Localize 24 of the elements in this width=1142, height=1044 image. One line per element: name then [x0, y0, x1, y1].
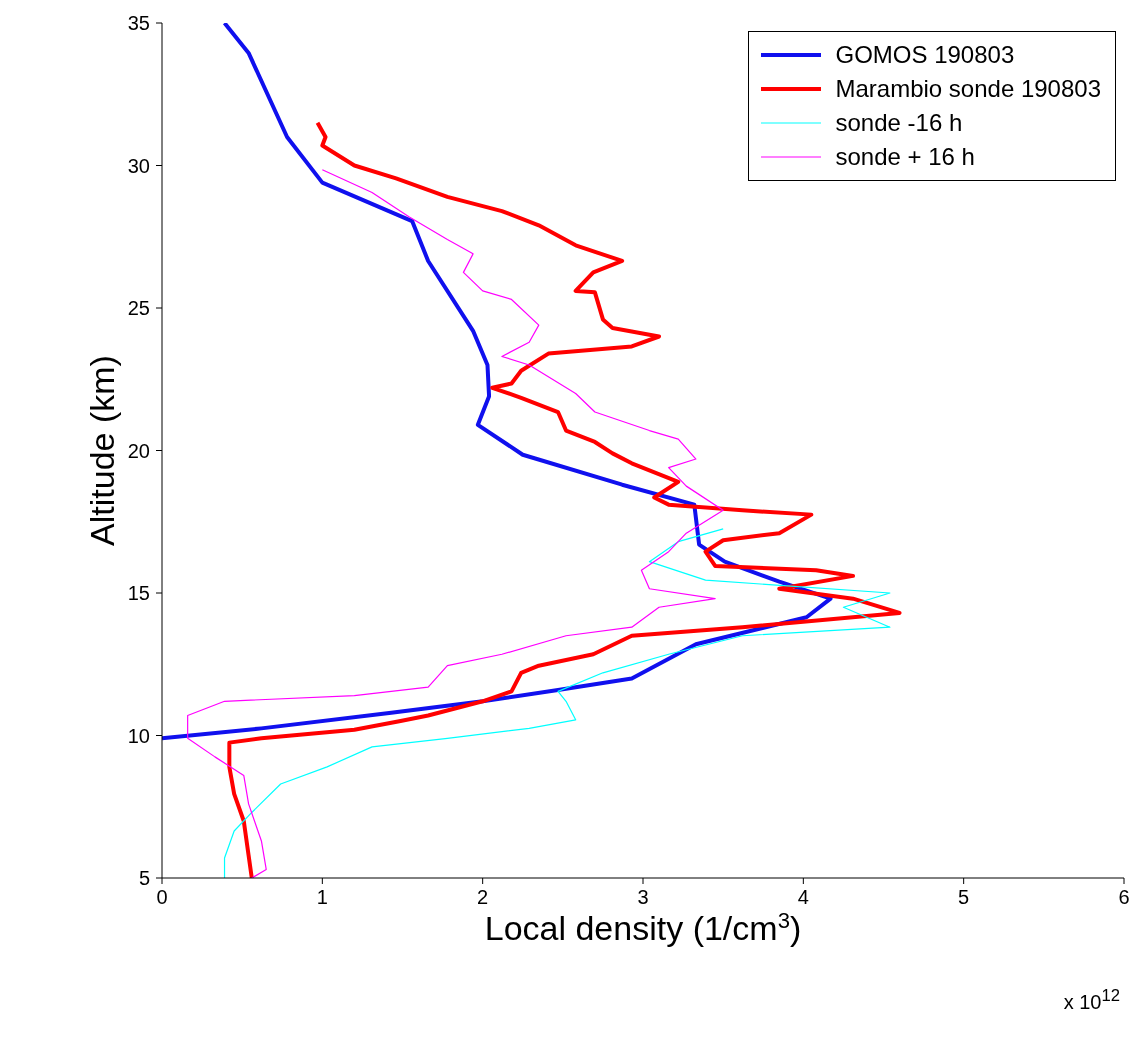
y-tick-label: 35: [127, 12, 150, 35]
x-tick-label: 1: [316, 886, 328, 909]
legend-label: Marambio sonde 190803: [835, 75, 1101, 103]
line-series: [187, 169, 724, 878]
line-series: [223, 528, 891, 878]
y-tick-label: 25: [127, 297, 150, 320]
x-tick-label: 3: [637, 886, 649, 909]
line-series: [162, 23, 833, 741]
x-tick-label: 4: [797, 886, 809, 909]
legend-label: sonde + 16 h: [835, 143, 975, 171]
text: x 10$^{12}$: [1063, 986, 1120, 1013]
y-tick-label: 10: [127, 724, 150, 747]
x-axis-title: Local density (1/cm$^{3}$): [484, 907, 802, 947]
y-tick-label: 30: [127, 154, 150, 177]
y-axis-title: Altitude (km): [83, 355, 121, 546]
x-tick-label: 6: [1118, 886, 1130, 909]
y-tick-label: 5: [138, 867, 150, 890]
y-tick-label: 20: [127, 439, 150, 462]
x-tick-label: 2: [477, 886, 489, 909]
y-tick-label: 15: [127, 582, 150, 605]
x-tick-label: 5: [958, 886, 970, 909]
legend-label: GOMOS 190803: [835, 41, 1015, 69]
legend-label: sonde -16 h: [835, 109, 963, 137]
x-tick-label: 0: [156, 886, 168, 909]
